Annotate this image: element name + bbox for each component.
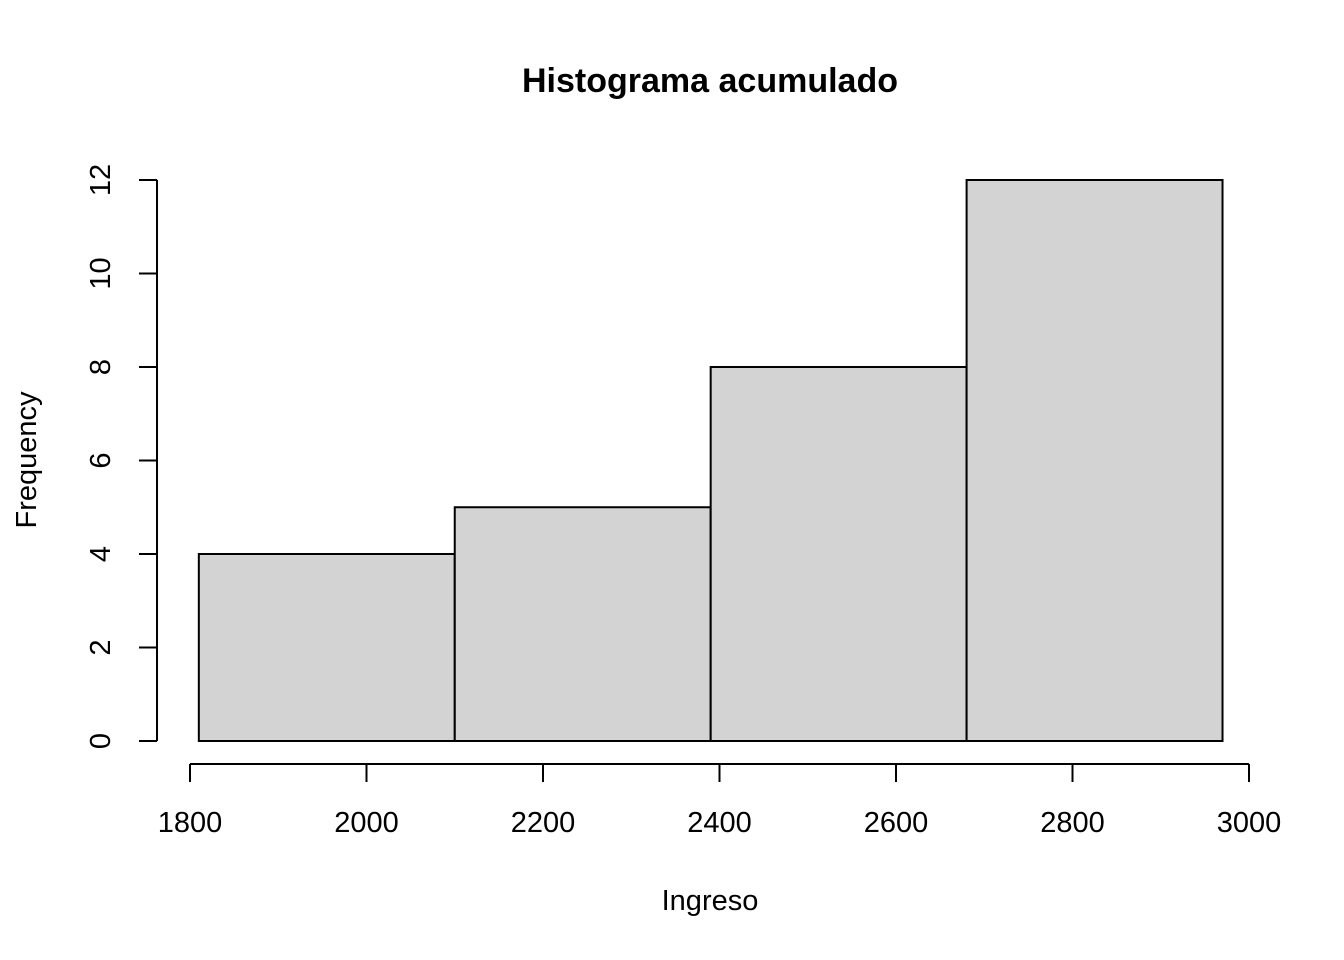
x-tick-label-2200: 2200 [511, 807, 576, 839]
x-tick-label-2400: 2400 [687, 807, 752, 839]
y-tick-label-6: 6 [85, 452, 117, 468]
y-axis: 0 2 4 6 8 10 12 [85, 164, 158, 749]
y-tick-label-8: 8 [85, 359, 117, 375]
x-tick-label-1800: 1800 [158, 807, 223, 839]
y-axis-label: Frequency [11, 391, 43, 529]
chart-title: Histograma acumulado [522, 62, 898, 100]
x-axis-label: Ingreso [662, 885, 759, 917]
x-tick-label-3000: 3000 [1217, 807, 1282, 839]
bars-group [197, 179, 1224, 742]
x-axis: 1800 2000 2200 2400 2600 2800 3000 [158, 763, 1282, 839]
y-tick-label-10: 10 [85, 257, 117, 289]
x-tick-label-2600: 2600 [864, 807, 929, 839]
histogram-bar-3 [709, 366, 968, 742]
x-tick-label-2800: 2800 [1040, 807, 1105, 839]
y-tick-label-2: 2 [85, 639, 117, 655]
y-tick-label-0: 0 [85, 733, 117, 749]
y-tick-label-4: 4 [85, 546, 117, 562]
histogram-bar-4 [965, 179, 1224, 742]
histogram-bar-1 [197, 553, 456, 742]
x-tick-label-2000: 2000 [334, 807, 399, 839]
histogram-bar-2 [453, 506, 712, 742]
y-tick-label-12: 12 [85, 164, 117, 196]
